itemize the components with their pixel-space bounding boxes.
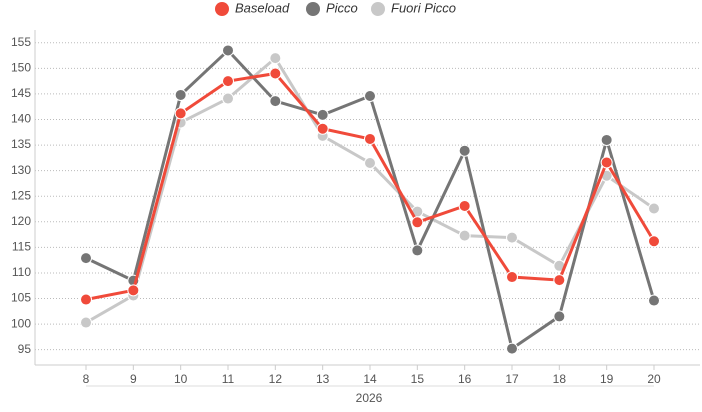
y-tick-label: 130 <box>11 163 31 177</box>
x-tick-label: 9 <box>130 372 137 386</box>
data-point <box>600 156 613 169</box>
x-tick-label: 16 <box>458 372 472 386</box>
x-tick-label: 20 <box>647 372 661 386</box>
series-line <box>85 71 656 302</box>
y-tick-label: 100 <box>11 316 31 330</box>
data-point <box>458 229 471 242</box>
y-tick-label: 115 <box>12 240 31 254</box>
x-axis-label: 2026 <box>356 391 383 405</box>
data-point <box>269 95 282 108</box>
legend-text: Baseload <box>235 0 290 15</box>
y-tick-label: 120 <box>11 214 31 228</box>
data-point <box>506 231 518 244</box>
x-tick-label: 19 <box>600 372 614 386</box>
x-tick-label: 17 <box>505 372 519 386</box>
data-point <box>364 89 376 102</box>
data-point <box>411 244 424 257</box>
data-point <box>600 133 613 146</box>
data-point <box>269 67 282 80</box>
legend-marker <box>371 2 385 16</box>
x-tick-label: 12 <box>269 372 283 386</box>
y-tick-label: 135 <box>11 137 31 151</box>
data-point <box>553 310 566 323</box>
x-tick-label: 15 <box>411 372 425 386</box>
data-point <box>222 44 234 57</box>
x-tick-label: 13 <box>316 372 330 386</box>
data-point <box>269 52 282 65</box>
y-tick-label: 155 <box>11 35 31 49</box>
data-point <box>80 316 92 329</box>
x-tick-label: 11 <box>222 372 235 386</box>
y-tick-label: 140 <box>11 112 31 126</box>
x-tick-label: 18 <box>553 372 567 386</box>
x-tick-label: 14 <box>363 372 377 386</box>
y-tick-label: 150 <box>11 61 31 75</box>
data-point <box>506 271 518 284</box>
y-tick-label: 110 <box>12 265 31 279</box>
data-point <box>648 235 660 248</box>
data-point <box>411 216 424 229</box>
data-point <box>506 342 518 355</box>
data-point <box>174 107 187 120</box>
data-point <box>648 202 660 215</box>
data-point <box>222 92 234 105</box>
data-point <box>316 108 329 121</box>
data-point <box>127 284 140 297</box>
y-tick-label: 145 <box>11 86 31 100</box>
data-point <box>553 274 566 287</box>
legend-text: Fuori Picco <box>391 0 456 15</box>
legend-marker <box>215 2 229 16</box>
data-point <box>316 122 329 135</box>
data-point <box>222 75 234 88</box>
data-point <box>364 132 376 145</box>
y-tick-label: 125 <box>11 188 31 202</box>
data-point <box>458 199 471 212</box>
data-point <box>174 88 187 101</box>
y-tick-label: 105 <box>11 291 31 305</box>
legend-marker <box>306 2 320 16</box>
data-point <box>364 156 376 169</box>
data-point <box>648 294 660 307</box>
data-point <box>80 293 92 306</box>
y-tick-label: 95 <box>18 342 32 356</box>
data-point <box>80 252 92 265</box>
x-tick-label: 8 <box>83 372 90 386</box>
legend-text: Picco <box>326 0 358 15</box>
x-tick-label: 10 <box>174 372 188 386</box>
data-point <box>458 144 471 157</box>
